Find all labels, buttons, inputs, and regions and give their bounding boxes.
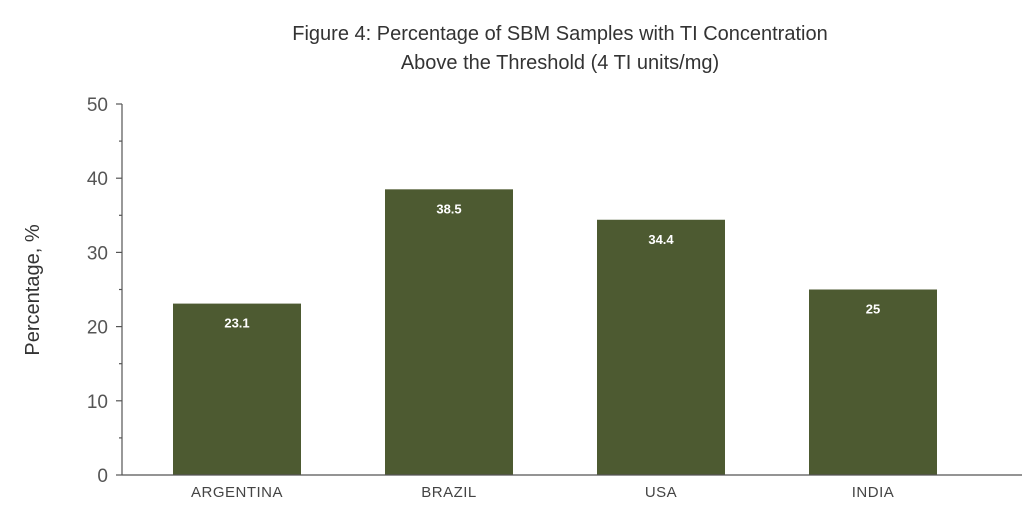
bar-value-label-india: 25 [866,302,880,317]
bar-value-label-argentina: 23.1 [224,316,249,331]
chart-subtitle: Above the Threshold (4 TI units/mg) [401,52,719,74]
y-tick-label: 40 [87,169,108,190]
bars-group: 23.1 38.5 34.4 25 [173,189,937,475]
bar-india [809,289,937,475]
bar-argentina [173,303,301,475]
y-tick-label: 0 [97,466,108,487]
x-tick-label-india: INDIA [852,484,895,501]
chart-title: Figure 4: Percentage of SBM Samples with… [292,23,827,45]
y-axis: 0 10 20 30 40 50 [87,95,122,487]
y-tick-label: 30 [87,243,108,264]
x-tick-label-usa: USA [645,484,677,501]
x-tick-label-brazil: BRAZIL [421,484,477,501]
bar-value-label-brazil: 38.5 [436,201,461,216]
x-tick-label-argentina: ARGENTINA [191,484,283,501]
y-tick-label: 20 [87,318,108,339]
x-axis-labels: ARGENTINA BRAZIL USA INDIA [191,484,894,501]
y-tick-label: 50 [87,95,108,116]
y-tick-label: 10 [87,392,108,413]
bar-value-label-usa: 34.4 [648,232,674,247]
y-axis-label: Percentage, % [22,224,44,355]
bar-brazil [385,189,513,475]
bar-usa [597,219,725,475]
